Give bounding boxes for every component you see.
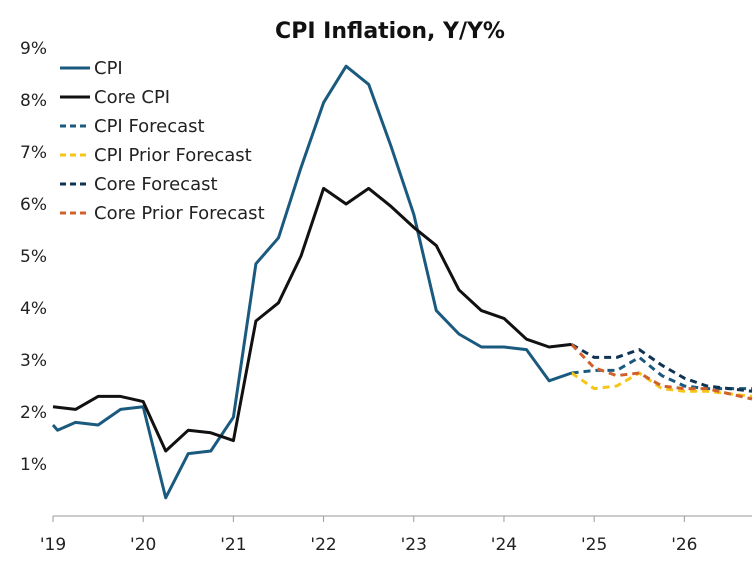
series-line-cpi-forecast [571,355,752,391]
y-tick-label: 6% [20,195,47,215]
legend-label-cpi: CPI [94,58,123,79]
x-tick-label: '19 [40,535,66,555]
x-tick-label: '22 [310,535,336,555]
y-tick-label: 3% [20,351,47,371]
y-tick-label: 8% [20,91,47,111]
x-tick-label: '25 [581,535,607,555]
legend-label-core-prior-forecast: Core Prior Forecast [94,203,265,224]
x-tick-label: '26 [671,535,697,555]
x-tick-label: '24 [491,535,517,555]
legend-label-cpi-prior-forecast: CPI Prior Forecast [94,145,252,166]
y-tick-label: 1% [20,455,47,475]
legend: CPI Core CPI CPI Forecast CPI Prior Forecas… [60,58,265,224]
x-tick-label: '21 [220,535,246,555]
series-layer [51,64,753,500]
y-tick-label: 4% [20,299,47,319]
axes: 1% 2% 3% 4% 5% 6% 7% 8% 9% '19 '20 '21 '22 '23 '24 '25 '… [20,39,752,555]
series-line-cpi [51,64,573,500]
y-tick-label: 7% [20,143,47,163]
legend-label-core-forecast: Core Forecast [94,174,218,195]
x-tick-label: '23 [401,535,427,555]
y-tick-label: 9% [20,39,47,59]
series-line-core-prior-forecast [570,343,753,401]
series-line-core-cpi [52,186,572,453]
y-tick-label: 2% [20,403,47,423]
x-tick-label: '20 [130,535,156,555]
series-line-core-forecast [570,343,753,393]
chart-title: CPI Inflation, Y/Y% [275,19,505,44]
y-tick-label: 5% [20,247,47,267]
legend-label-core-cpi: Core CPI [94,87,170,108]
legend-label-cpi-forecast: CPI Forecast [94,116,205,137]
